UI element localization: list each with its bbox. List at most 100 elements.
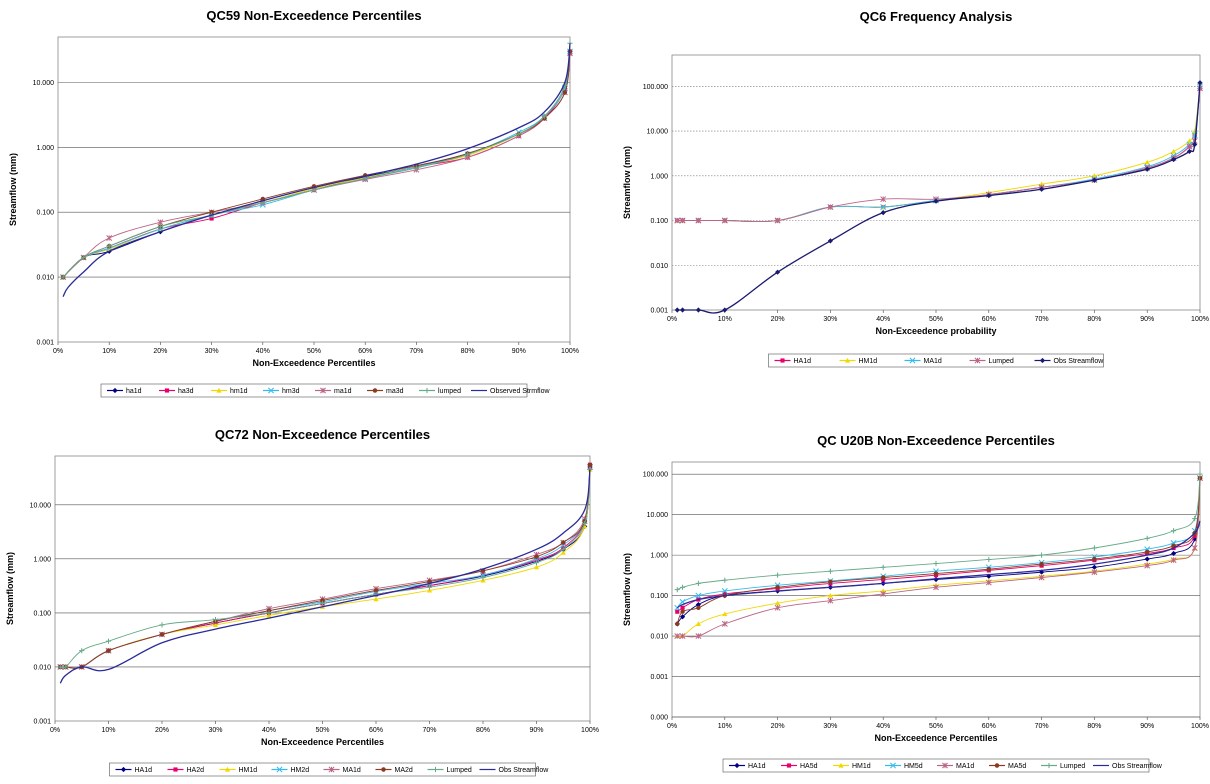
data-point (1091, 173, 1097, 178)
data-point (373, 596, 379, 602)
series-line (59, 469, 591, 684)
y-tick-label: 0.010 (36, 275, 54, 282)
x-tick-label: 40% (876, 316, 890, 323)
data-point (827, 238, 833, 244)
x-tick-label: 50% (929, 316, 943, 323)
data-point (320, 598, 325, 603)
x-tick-label: 10% (718, 723, 732, 730)
data-point (674, 633, 681, 640)
x-tick-label: 30% (208, 727, 222, 734)
legend-label: Observed Strmflow (490, 388, 550, 395)
data-point (319, 600, 326, 606)
series-ma5d (675, 475, 1203, 627)
legend-label: Obs Streamflow (499, 767, 550, 774)
data-point (986, 556, 992, 563)
y-tick-label: 0.010 (650, 263, 668, 270)
legend-label: HA5d (800, 763, 818, 770)
data-point (695, 633, 702, 640)
data-point (695, 217, 702, 224)
legend-label: MA2d (395, 767, 413, 774)
y-tick-label: 10.000 (647, 129, 669, 136)
data-point (1186, 143, 1193, 150)
x-tick-label: 90% (1140, 316, 1154, 323)
legend-marker (780, 358, 785, 363)
data-point (209, 216, 214, 221)
data-point (1039, 186, 1045, 192)
data-point (1144, 549, 1150, 555)
data-point (880, 590, 887, 597)
legend-label: Lumped (447, 767, 472, 774)
legend-marker (120, 766, 127, 773)
x-tick-label: 0% (667, 723, 677, 730)
series-line (677, 88, 1201, 223)
data-point (1144, 159, 1150, 165)
x-tick-label: 90% (512, 348, 526, 355)
data-point (560, 550, 566, 555)
x-tick-label: 30% (823, 316, 837, 323)
data-point (774, 604, 781, 611)
legend-label: HM5d (904, 763, 923, 770)
data-point (1091, 564, 1097, 570)
y-tick-label: 1.000 (650, 173, 668, 180)
data-point (533, 560, 540, 566)
plot-area (671, 54, 1201, 311)
x-tick-label: 70% (409, 348, 423, 355)
x-tick-label: 20% (771, 316, 785, 323)
y-tick-label: 1.000 (33, 556, 51, 563)
legend-marker (216, 387, 222, 393)
data-point (828, 579, 833, 584)
data-point (1197, 80, 1203, 86)
legend-label: MA1d (924, 358, 942, 365)
x-tick-label: 100% (1191, 723, 1209, 730)
data-point (680, 609, 685, 614)
legend-label: Lumped (989, 358, 1014, 365)
data-point (880, 564, 886, 570)
data-point (480, 575, 486, 581)
x-axis-title: Non-Exceedence Percentiles (261, 737, 384, 747)
legend-marker (164, 388, 170, 393)
y-tick-label: 1.000 (650, 553, 668, 560)
legend (109, 762, 536, 777)
data-point (722, 577, 728, 583)
data-point (106, 243, 112, 249)
series-obs-streamflow (59, 469, 591, 684)
data-point (1192, 515, 1198, 522)
x-tick-label: 20% (153, 348, 167, 355)
series-obs-streamflow (674, 80, 1203, 314)
series-ma1d (674, 475, 1203, 640)
data-point (722, 611, 728, 617)
data-point (60, 274, 66, 280)
y-tick-label: 0.010 (650, 634, 668, 641)
data-point (582, 520, 588, 527)
data-point (1186, 148, 1193, 155)
data-point (534, 554, 539, 559)
data-point (933, 584, 939, 591)
data-point (1091, 545, 1097, 551)
legend-marker (112, 387, 118, 394)
data-point (1091, 177, 1097, 183)
y-tick-label: 10.000 (33, 80, 55, 87)
x-tick-label: 10% (102, 348, 116, 355)
data-point (587, 462, 593, 468)
data-point (106, 235, 113, 241)
data-point (674, 587, 680, 593)
data-point (679, 584, 686, 590)
chart-title: QC6 Frequency Analysis (860, 9, 1013, 24)
data-point (266, 610, 272, 616)
data-point (159, 622, 165, 628)
data-point (680, 605, 685, 610)
data-point (560, 546, 566, 552)
legend-label: MA1d (956, 763, 974, 770)
legend-label: hm1d (230, 388, 248, 395)
data-point (1186, 138, 1193, 144)
data-point (679, 633, 686, 640)
data-point (695, 592, 702, 599)
data-point (465, 151, 471, 157)
data-point (674, 307, 680, 313)
data-point (880, 210, 886, 216)
x-tick-label: 90% (529, 727, 543, 734)
y-tick-label: 1.000 (36, 145, 54, 152)
legend-marker (890, 762, 896, 769)
data-point (516, 131, 522, 137)
y-tick-label: 0.001 (33, 719, 51, 726)
